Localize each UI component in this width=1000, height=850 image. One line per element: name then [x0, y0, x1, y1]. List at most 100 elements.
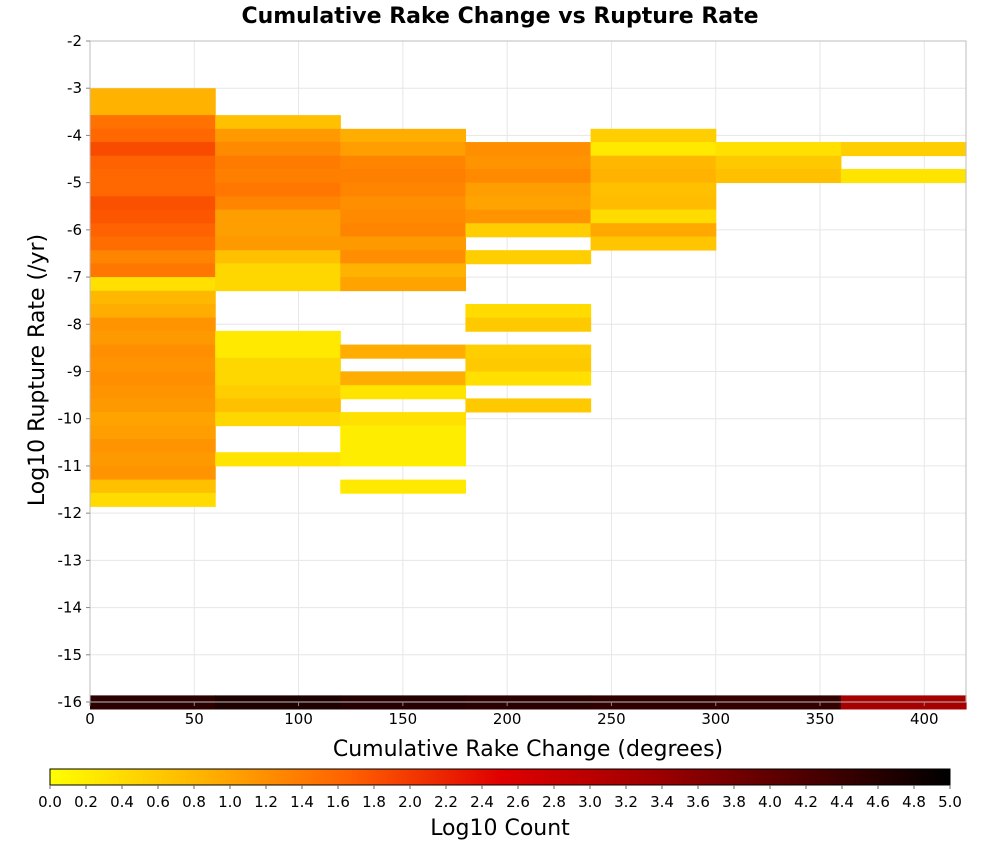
heatmap-cell — [215, 115, 341, 130]
heatmap-cell — [465, 196, 592, 211]
heatmap-cell — [215, 371, 341, 386]
x-tick-label: 300 — [701, 710, 730, 728]
heatmap-cell — [715, 168, 842, 184]
heatmap-cell — [90, 277, 216, 292]
heatmap-cell — [590, 196, 717, 211]
y-tick-label: -14 — [58, 599, 83, 617]
heatmap-cell — [340, 452, 467, 467]
colorbar-tick-label: 2.8 — [542, 793, 566, 811]
y-tick-label: -6 — [67, 221, 82, 239]
colorbar-tick-label: 0.2 — [74, 793, 98, 811]
heatmap-cell — [590, 223, 717, 238]
heatmap-cell — [215, 142, 341, 157]
heatmap-cell — [340, 236, 467, 251]
heatmap-cell — [215, 412, 341, 427]
heatmap-cell — [90, 263, 216, 278]
heatmap-cell — [590, 182, 717, 197]
heatmap-cell — [340, 168, 467, 184]
x-tick-label: 100 — [284, 710, 313, 728]
heatmap-cell — [340, 128, 467, 143]
heatmap-cell — [340, 223, 467, 238]
colorbar-tick-label: 4.2 — [794, 793, 818, 811]
heatmap-cell — [90, 101, 216, 116]
x-tick-label: 150 — [389, 710, 418, 728]
heatmap-cell — [90, 398, 216, 413]
x-tick-label: 250 — [597, 710, 626, 728]
heatmap-cell — [215, 277, 341, 292]
y-tick-label: -9 — [67, 363, 82, 381]
x-tick-label: 350 — [806, 710, 835, 728]
colorbar-tick-label: 2.6 — [506, 793, 530, 811]
chart-title: Cumulative Rake Change vs Rupture Rate — [241, 4, 758, 29]
heatmap-cell — [90, 209, 216, 224]
colorbar-tick-label: 0.4 — [110, 793, 134, 811]
heatmap-cell — [215, 209, 341, 224]
heatmap-cell — [90, 344, 216, 359]
heatmap-cell — [340, 155, 467, 170]
heatmap-cell — [590, 142, 717, 157]
heatmap-cell — [590, 128, 717, 143]
heatmap-cell — [90, 88, 216, 103]
heatmap-cell — [215, 236, 341, 251]
y-tick-label: -12 — [58, 504, 83, 522]
heatmap-cell — [90, 317, 216, 332]
heatmap-cell — [465, 168, 592, 184]
colorbar-tick-label: 1.2 — [254, 793, 278, 811]
y-axis-ticks: -2 -3 -4 -5 -6 -7 -8 -9 -10 -11 -12 -13 -14 -15 -16 — [58, 32, 90, 711]
heatmap-cell — [340, 209, 467, 224]
x-tick-label: 400 — [910, 710, 939, 728]
heatmap-cell — [90, 128, 216, 143]
heatmap-cell — [90, 330, 216, 345]
colorbar-tick-label: 3.0 — [578, 793, 602, 811]
heatmap-cell — [90, 357, 216, 372]
y-tick-label: -3 — [67, 79, 82, 97]
heatmap-cell — [465, 357, 592, 372]
heatmap-cell — [840, 168, 967, 184]
heatmap-cell — [465, 344, 592, 359]
heatmap-cell — [90, 142, 216, 157]
y-tick-label: -16 — [58, 693, 83, 711]
colorbar-tick-label: 1.6 — [326, 793, 350, 811]
heatmap-cell — [715, 142, 842, 157]
heatmap-cell — [340, 412, 467, 427]
heatmap-cell — [90, 290, 216, 305]
colorbar-tick-label: 0.0 — [38, 793, 62, 811]
heatmap-cell — [590, 168, 717, 184]
heatmap-cell — [215, 128, 341, 143]
y-tick-label: -4 — [67, 126, 82, 144]
colorbar-tick-label: 2.0 — [398, 793, 422, 811]
heatmap-cell — [215, 330, 341, 345]
heatmap-cell — [90, 452, 216, 467]
heatmap-cell — [90, 168, 216, 184]
heatmap-cell — [215, 263, 341, 278]
x-tick-label: 50 — [185, 710, 204, 728]
x-axis-ticks: 0 50 100 150 200 250 300 350 400 — [85, 702, 939, 728]
heatmap-cell — [465, 223, 592, 238]
heatmap-cell — [215, 357, 341, 372]
heatmap-cell — [215, 250, 341, 265]
heatmap-cell — [90, 115, 216, 130]
y-tick-label: -7 — [67, 268, 82, 286]
colorbar-tick-label: 0.8 — [182, 793, 206, 811]
heatmap-cell — [465, 371, 592, 386]
heatmap-cell — [840, 142, 967, 157]
heatmap-cell — [90, 303, 216, 319]
y-tick-label: -13 — [58, 551, 83, 569]
heatmap-cells — [90, 88, 967, 710]
colorbar-tick-label: 5.0 — [938, 793, 962, 811]
heatmap-cell — [90, 465, 216, 481]
heatmap-cell — [90, 182, 216, 197]
x-tick-label: 200 — [493, 710, 522, 728]
colorbar — [49, 768, 951, 786]
heatmap-cell — [340, 250, 467, 265]
heatmap-cell — [340, 479, 467, 494]
heatmap-cell — [590, 209, 717, 224]
heatmap-cell — [90, 439, 216, 454]
heatmap-cell — [90, 236, 216, 251]
heatmap-cell — [90, 196, 216, 211]
heatmap-cell — [340, 385, 467, 400]
heatmap-cell — [465, 209, 592, 224]
colorbar-tick-label: 4.4 — [830, 793, 854, 811]
heatmap-cell — [340, 425, 467, 440]
